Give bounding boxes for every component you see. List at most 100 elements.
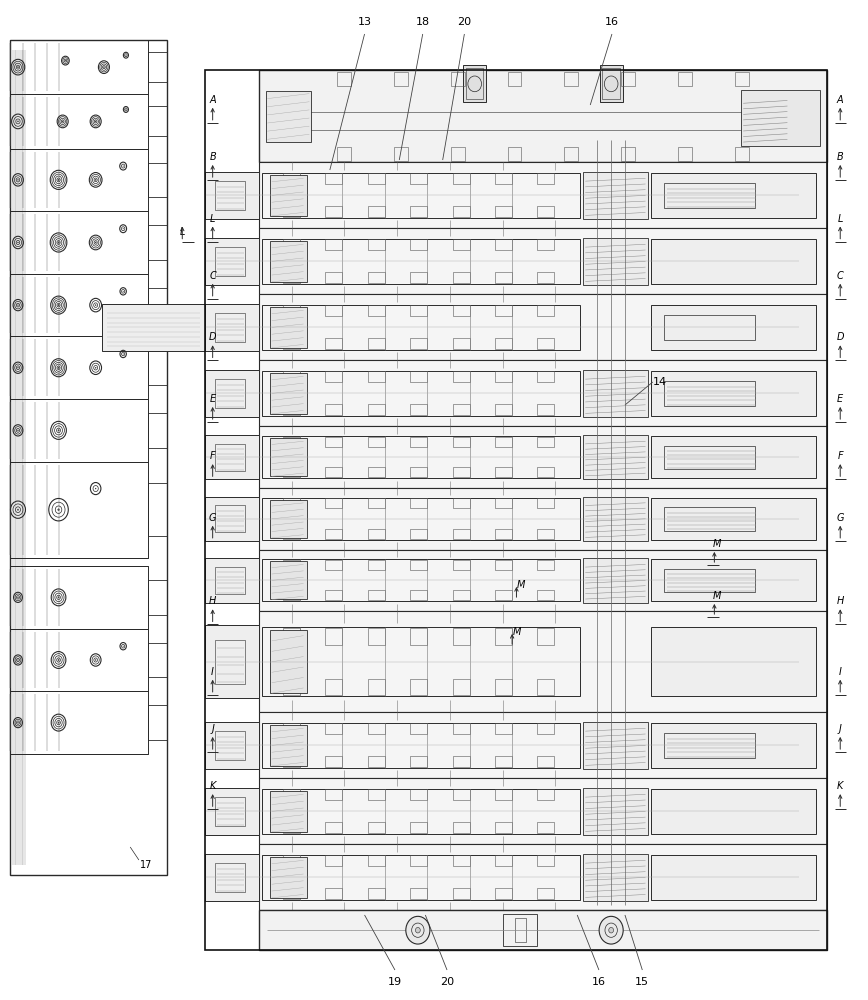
Bar: [215, 863, 245, 892]
Bar: [664, 569, 755, 592]
Bar: [410, 467, 427, 477]
Bar: [410, 437, 427, 447]
Bar: [582, 497, 648, 541]
Bar: [678, 147, 692, 161]
Bar: [283, 822, 299, 833]
Bar: [270, 630, 307, 693]
Text: 19: 19: [388, 977, 402, 987]
Bar: [450, 147, 464, 161]
Bar: [148, 580, 167, 615]
Bar: [678, 72, 692, 86]
Bar: [602, 68, 620, 99]
Circle shape: [17, 121, 18, 122]
Bar: [270, 373, 307, 414]
Bar: [410, 272, 427, 283]
Bar: [215, 313, 245, 342]
Bar: [368, 679, 385, 695]
Bar: [270, 857, 307, 898]
Bar: [452, 173, 470, 184]
Text: 18: 18: [416, 17, 430, 27]
Bar: [148, 52, 167, 82]
Bar: [259, 611, 827, 712]
Bar: [326, 272, 342, 283]
Bar: [326, 756, 342, 767]
Bar: [410, 888, 427, 899]
Bar: [582, 172, 648, 219]
Text: C: C: [209, 271, 216, 281]
Bar: [515, 918, 526, 942]
Bar: [582, 370, 648, 417]
Bar: [326, 855, 342, 866]
Bar: [270, 307, 307, 348]
Bar: [537, 529, 555, 539]
Circle shape: [17, 509, 18, 510]
Bar: [537, 756, 555, 767]
Bar: [205, 558, 259, 603]
Bar: [651, 723, 816, 768]
Bar: [205, 497, 259, 541]
Bar: [537, 272, 555, 283]
Bar: [664, 381, 755, 406]
Circle shape: [58, 242, 59, 243]
Bar: [148, 483, 167, 536]
Bar: [368, 206, 385, 217]
Bar: [495, 529, 512, 539]
Bar: [537, 467, 555, 477]
Bar: [10, 566, 148, 629]
Bar: [326, 529, 342, 539]
Bar: [651, 855, 816, 900]
Bar: [205, 238, 259, 285]
Bar: [664, 733, 755, 758]
Bar: [283, 498, 299, 508]
Bar: [368, 305, 385, 316]
Bar: [582, 854, 648, 901]
Bar: [337, 147, 351, 161]
Text: 16: 16: [592, 977, 606, 987]
Bar: [326, 404, 342, 415]
Bar: [205, 435, 259, 479]
Bar: [452, 888, 470, 899]
Bar: [259, 360, 827, 426]
Text: G: G: [837, 513, 844, 523]
Bar: [10, 274, 148, 336]
Circle shape: [103, 67, 104, 68]
Bar: [326, 239, 342, 250]
Bar: [270, 791, 307, 832]
Bar: [368, 467, 385, 477]
Bar: [205, 70, 827, 950]
Bar: [10, 149, 148, 211]
Text: 14: 14: [653, 377, 667, 387]
Bar: [582, 558, 648, 603]
Bar: [368, 789, 385, 800]
Bar: [410, 305, 427, 316]
Bar: [10, 399, 148, 462]
Bar: [410, 590, 427, 600]
Bar: [368, 173, 385, 184]
Bar: [495, 206, 512, 217]
Text: G: G: [209, 513, 216, 523]
Text: B: B: [837, 152, 844, 162]
Bar: [452, 756, 470, 767]
Text: H: H: [837, 596, 844, 606]
Bar: [495, 723, 512, 734]
Bar: [326, 371, 342, 382]
Circle shape: [58, 597, 59, 598]
Bar: [537, 305, 555, 316]
Bar: [10, 40, 167, 875]
Bar: [508, 147, 522, 161]
Text: M: M: [512, 627, 521, 637]
Bar: [259, 426, 827, 488]
Bar: [215, 505, 245, 532]
Bar: [259, 550, 827, 611]
Bar: [651, 789, 816, 834]
Circle shape: [58, 659, 59, 661]
Circle shape: [58, 367, 59, 368]
Bar: [452, 404, 470, 415]
Bar: [326, 789, 342, 800]
Bar: [368, 404, 385, 415]
Bar: [664, 315, 755, 340]
Bar: [261, 789, 580, 834]
Bar: [368, 338, 385, 349]
Bar: [326, 560, 342, 570]
Bar: [537, 789, 555, 800]
